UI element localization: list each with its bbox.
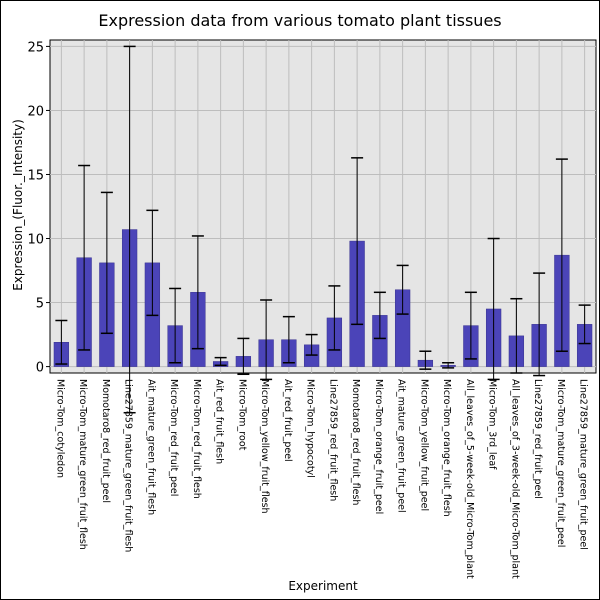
x-tick-label: Micro-Tom_orange_fruit_peel: [373, 379, 384, 514]
x-tick-label: Micro-Tom_cotyledon: [54, 379, 65, 478]
x-tick-label: Line27859_mature_green_fruit_peel: [578, 379, 589, 550]
x-tick-label: Micro-Tom_red_fruit_peel: [168, 379, 179, 496]
x-tick-label: Micro-Tom_root: [236, 379, 247, 451]
x-tick-label: Momotaro8_red_fruit_flesh: [350, 379, 361, 505]
y-tick-label: 20: [27, 104, 44, 119]
x-tick-label: All_leaves_of_5-week-old_Micro-Tom_plant: [464, 379, 475, 579]
y-axis-ticks: 0 5 10 15 20 25: [27, 40, 50, 376]
y-tick-label: 10: [27, 233, 44, 248]
x-tick-label: Micro-Tom_orange_fruit_flesh: [441, 379, 452, 517]
x-tick-label: Ait_red_fruit_flesh: [214, 379, 225, 464]
plot-area: [49, 39, 597, 374]
x-tick-label: Micro-Tom_red_fruit_flesh: [191, 379, 202, 499]
x-tick-label: Micro-Tom_yellow_fruit_peel: [418, 379, 429, 511]
x-tick-label: Ait_mature_green_fruit_flesh: [145, 379, 156, 515]
x-axis-label: Experiment: [288, 579, 358, 593]
y-axis-label: Expression_(Fluor._Intensity): [11, 119, 25, 291]
x-tick-label: Line27859_red_fruit_peel: [532, 379, 543, 499]
x-tick-label: Ait_mature_green_fruit_peel: [396, 379, 407, 513]
x-tick-label: Micro-Tom_3rd_leaf: [487, 379, 498, 470]
chart-title: Expression data from various tomato plan…: [98, 11, 501, 30]
x-tick-label: Micro-Tom_yellow_fruit_flesh: [259, 379, 270, 514]
x-tick-label: All_leaves_of_3-week-old_Micro-Tom_plant: [509, 379, 520, 579]
x-tick-label: Line27859_mature_green_fruit_flesh: [123, 379, 134, 552]
y-tick-label: 15: [27, 168, 44, 183]
x-tick-label: Line27859_red_fruit_flesh: [327, 379, 338, 501]
y-tick-label: 5: [36, 297, 44, 312]
error-bars: [55, 45, 591, 414]
y-tick-label: 25: [27, 40, 44, 55]
x-axis-category-labels: Micro-Tom_cotyledon Micro-Tom_mature_gree…: [54, 379, 588, 579]
x-tick-label: Micro-Tom_mature_green_fruit_flesh: [77, 379, 88, 550]
x-tick-label: Micro-Tom_hypocotyl: [305, 379, 316, 478]
x-tick-label: Ait_red_fruit_peel: [282, 379, 293, 462]
y-tick-label: 0: [36, 361, 44, 376]
x-tick-label: Micro-Tom_mature_green_fruit_peel: [555, 379, 566, 547]
x-tick-label: Momotaro8_red_fruit_peel: [100, 379, 111, 503]
